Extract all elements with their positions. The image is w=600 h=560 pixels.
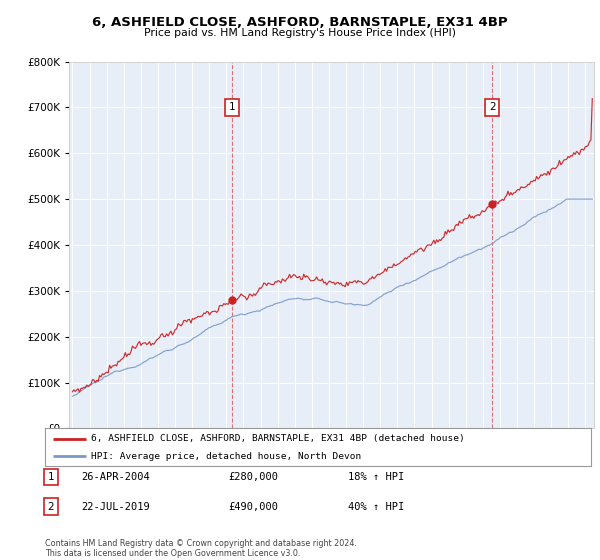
Text: 26-APR-2004: 26-APR-2004 bbox=[81, 472, 150, 482]
Text: 6, ASHFIELD CLOSE, ASHFORD, BARNSTAPLE, EX31 4BP: 6, ASHFIELD CLOSE, ASHFORD, BARNSTAPLE, … bbox=[92, 16, 508, 29]
Text: 40% ↑ HPI: 40% ↑ HPI bbox=[348, 502, 404, 512]
Text: 18% ↑ HPI: 18% ↑ HPI bbox=[348, 472, 404, 482]
Text: Contains HM Land Registry data © Crown copyright and database right 2024.
This d: Contains HM Land Registry data © Crown c… bbox=[45, 539, 357, 558]
Text: 22-JUL-2019: 22-JUL-2019 bbox=[81, 502, 150, 512]
Text: 1: 1 bbox=[47, 472, 55, 482]
Text: £280,000: £280,000 bbox=[228, 472, 278, 482]
Text: £490,000: £490,000 bbox=[228, 502, 278, 512]
Text: 2: 2 bbox=[47, 502, 55, 512]
Text: 1: 1 bbox=[229, 102, 235, 113]
Text: 6, ASHFIELD CLOSE, ASHFORD, BARNSTAPLE, EX31 4BP (detached house): 6, ASHFIELD CLOSE, ASHFORD, BARNSTAPLE, … bbox=[91, 434, 465, 443]
Text: HPI: Average price, detached house, North Devon: HPI: Average price, detached house, Nort… bbox=[91, 452, 362, 461]
Text: Price paid vs. HM Land Registry's House Price Index (HPI): Price paid vs. HM Land Registry's House … bbox=[144, 28, 456, 38]
Text: 2: 2 bbox=[489, 102, 496, 113]
